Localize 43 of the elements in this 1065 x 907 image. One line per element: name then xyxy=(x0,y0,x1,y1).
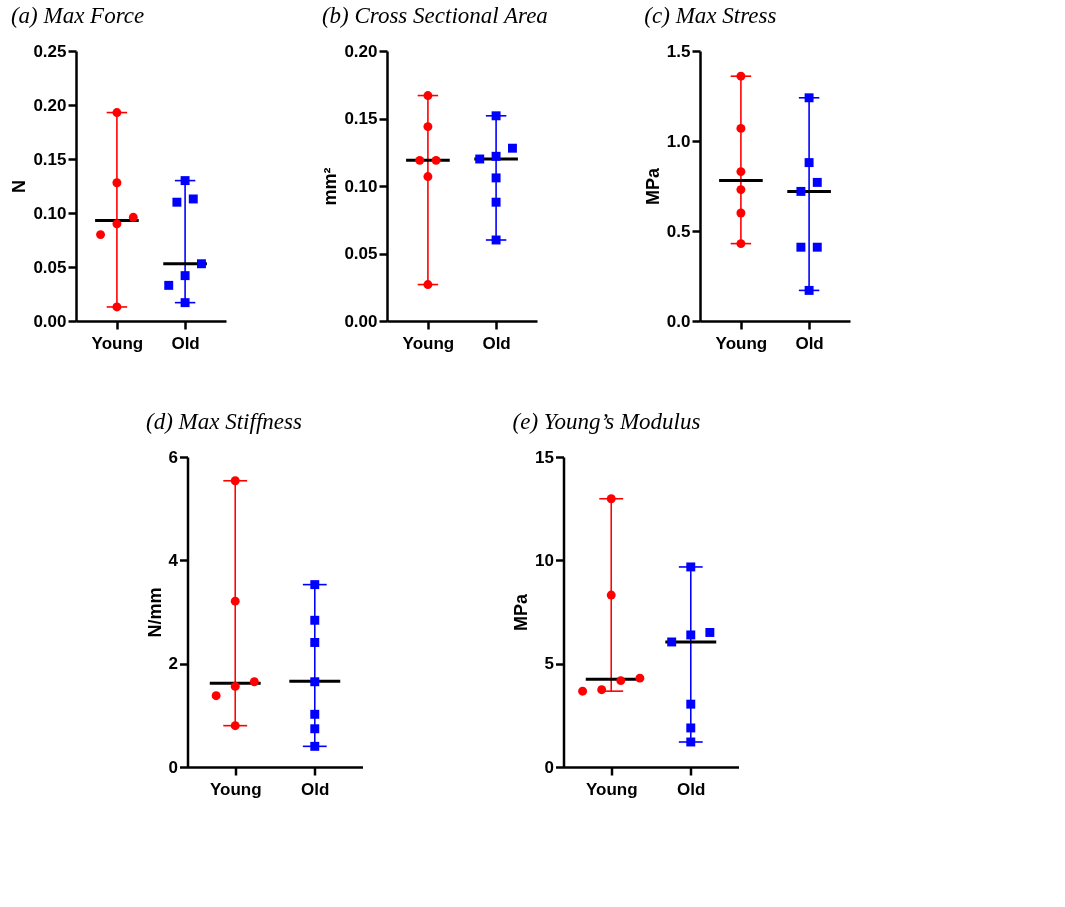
y-tick-label: 0.05 xyxy=(33,257,67,277)
y-tick-label: 2 xyxy=(168,654,178,674)
y-tick-label: 1.0 xyxy=(666,131,691,151)
x-tick-label: Young xyxy=(585,779,638,799)
y-tick-label: 0.00 xyxy=(33,311,67,331)
y-tick-label: 0.25 xyxy=(33,41,67,61)
y-tick-label: 0.10 xyxy=(33,203,67,223)
chart-title: (d) Max Stiffness xyxy=(146,409,302,434)
y-tick-label: 0.15 xyxy=(33,149,67,169)
y-axis-title: MPa xyxy=(642,167,663,206)
x-tick-label: Young xyxy=(91,333,144,353)
chart-title: (b) Cross Sectional Area xyxy=(321,3,548,28)
chart-title: (a) Max Force xyxy=(10,3,145,28)
y-tick-label: 15 xyxy=(535,447,554,467)
y-axis-title: MPa xyxy=(511,593,532,632)
y-tick-label: 5 xyxy=(544,654,554,674)
x-tick-label: Old xyxy=(677,779,706,799)
x-tick-label: Young xyxy=(402,333,455,353)
y-axis-title: mm² xyxy=(320,167,341,206)
x-tick-label: Old xyxy=(171,333,200,353)
y-axis-title: N xyxy=(9,180,30,193)
y-tick-label: 1.5 xyxy=(666,41,691,61)
y-tick-label: 10 xyxy=(535,550,554,570)
y-tick-label: 4 xyxy=(168,550,179,570)
x-tick-label: Old xyxy=(301,779,330,799)
y-tick-label: 0.5 xyxy=(666,221,691,241)
y-tick-label: 0.15 xyxy=(344,109,378,128)
y-tick-label: 6 xyxy=(168,447,178,467)
x-tick-label: Young xyxy=(209,779,262,799)
y-tick-label: 0.05 xyxy=(344,244,378,263)
y-axis-title: N/mm xyxy=(144,587,165,638)
y-tick-label: 0 xyxy=(544,757,554,777)
y-tick-label: 0.10 xyxy=(344,176,378,196)
x-tick-label: Old xyxy=(482,333,511,353)
y-tick-label: 0.20 xyxy=(33,95,67,115)
x-tick-label: Young xyxy=(715,333,768,353)
y-tick-label: 0.0 xyxy=(666,311,691,331)
y-tick-label: 0.00 xyxy=(344,311,378,331)
chart-title: (e) Young’s Modulus xyxy=(512,409,701,434)
chart-title: (c) Max Stress xyxy=(644,3,777,28)
y-tick-label: 0 xyxy=(168,757,178,777)
y-tick-label: 0.20 xyxy=(344,41,378,61)
x-tick-label: Old xyxy=(795,333,824,353)
